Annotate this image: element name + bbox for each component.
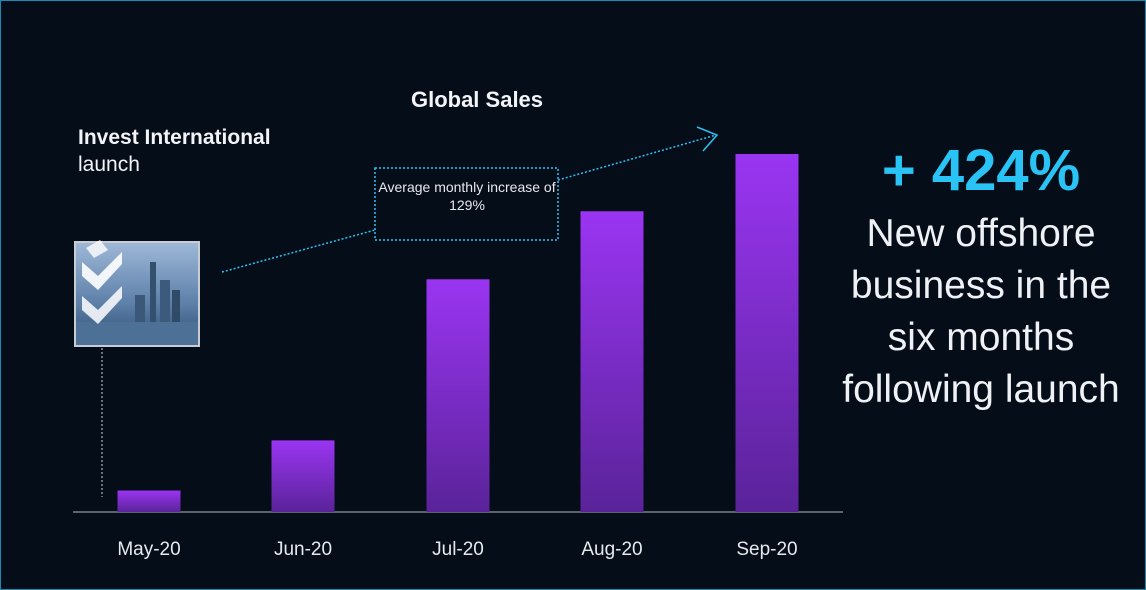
trend-line (222, 230, 375, 272)
trend-note: Average monthly increase of 129% (376, 178, 558, 214)
page: {"chart_data": {"type": "bar", "title": … (0, 0, 1146, 590)
bar (581, 211, 644, 512)
x-tick-label: Aug-20 (581, 539, 642, 560)
headline: + 424% (826, 138, 1136, 204)
bar (118, 491, 181, 512)
bar (736, 154, 799, 512)
trend-arrow (697, 127, 717, 151)
x-tick-label: May-20 (117, 539, 180, 560)
x-tick-label: Jun-20 (274, 539, 332, 560)
launch-label-bold: Invest International (78, 124, 278, 151)
x-tick-label: Sep-20 (736, 539, 797, 560)
launch-image (75, 240, 199, 346)
x-tick-label: Jul-20 (432, 539, 484, 560)
headline-text: New offshore business in the six months … (826, 208, 1136, 416)
bar (427, 279, 490, 512)
chart-title: Global Sales (411, 87, 543, 112)
launch-label-text: launch (78, 153, 140, 176)
trend-line (558, 135, 716, 180)
bar (272, 440, 335, 512)
